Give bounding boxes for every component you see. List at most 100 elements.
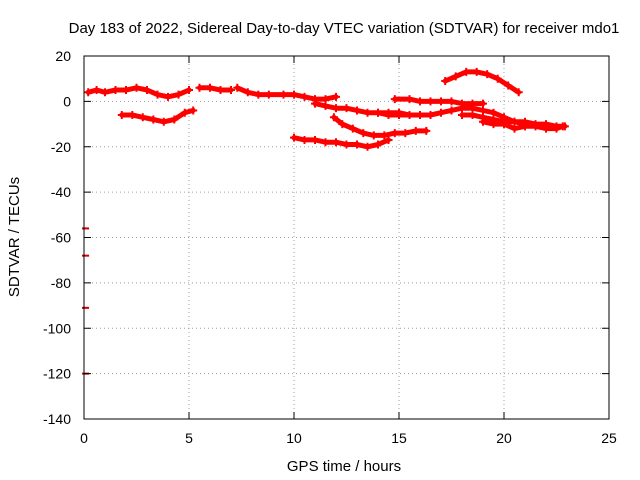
data-point [489, 108, 498, 117]
tick-labels: 0 5 10 15 20 25 20 0 -20 -40 -60 -80 -100 -120 -140 [43, 48, 617, 446]
data-arc-arc-9 [374, 104, 529, 129]
data-point [111, 86, 120, 95]
data-point [153, 90, 162, 99]
data-point [189, 106, 198, 115]
data-point [363, 108, 372, 117]
data-point [359, 129, 368, 138]
data-point [441, 76, 450, 85]
data-point [510, 124, 519, 133]
data-point [380, 131, 389, 140]
data-point [472, 67, 481, 76]
data-arc-arc-6 [290, 133, 393, 151]
data-point [353, 140, 361, 149]
data-point [426, 110, 435, 119]
data-point [300, 92, 309, 101]
data-point [479, 117, 487, 126]
data-point [416, 110, 424, 119]
data-point [468, 104, 477, 113]
data-point [437, 97, 445, 106]
x-tick-label: 5 [185, 430, 193, 446]
arc-trail [197, 85, 234, 93]
data-point [405, 110, 414, 119]
data-point [510, 117, 519, 126]
data-point [321, 101, 330, 110]
arc-trail [234, 85, 339, 102]
y-tick-label: -60 [51, 230, 71, 246]
arc-trail [291, 135, 391, 150]
data-point [122, 86, 130, 95]
data-point [363, 142, 372, 151]
data-point [332, 92, 340, 101]
x-tick-label: 20 [496, 430, 512, 446]
data-point [185, 86, 193, 95]
data-arc-arc-2 [195, 83, 235, 95]
axis-ticks [83, 55, 610, 420]
data-arc-arc-4 [117, 106, 198, 126]
x-axis-label: GPS time / hours [287, 458, 401, 475]
data-point [92, 86, 101, 95]
data-point [342, 104, 351, 113]
data-point [332, 104, 340, 113]
data-point [290, 90, 298, 99]
data-point [279, 90, 288, 99]
data-point [174, 90, 183, 99]
data-point [170, 115, 179, 124]
chart-title: Day 183 of 2022, Sidereal Day-to-day VTE… [69, 20, 620, 37]
data-point [254, 90, 263, 99]
x-tick-label: 25 [601, 430, 617, 446]
data-point [479, 99, 487, 108]
data-point [143, 86, 151, 95]
data-point [458, 104, 466, 113]
data-point [180, 108, 189, 117]
data-point [353, 106, 361, 115]
data-point [390, 95, 399, 104]
data-point [149, 115, 158, 124]
x-tick-label: 0 [80, 430, 88, 446]
x-tick-label: 15 [391, 430, 407, 446]
data-point [552, 124, 561, 133]
data-point [321, 95, 330, 104]
y-tick-label: -80 [51, 275, 71, 291]
data-point [338, 120, 347, 129]
data-point [374, 140, 382, 149]
data-arc-arc-8 [390, 95, 487, 108]
data-point [332, 138, 340, 147]
data-point [348, 124, 357, 133]
outlier-points [82, 227, 90, 375]
data-point [521, 122, 529, 131]
data-point [374, 108, 382, 117]
data-point [411, 126, 420, 135]
data-point [264, 90, 273, 99]
y-tick-label: 0 [63, 93, 71, 109]
data-point [195, 83, 204, 92]
y-tick-label: -140 [43, 411, 71, 427]
data-point [384, 108, 393, 117]
data-point [132, 83, 141, 92]
y-tick-label: -40 [51, 184, 71, 200]
data-point [290, 133, 298, 142]
data-point [422, 126, 431, 135]
data-point [504, 81, 513, 90]
arc-trail [331, 114, 429, 138]
data-point [558, 122, 567, 131]
data-point [542, 124, 550, 133]
data-point [390, 129, 399, 138]
data-point [233, 83, 242, 92]
data-point [216, 86, 225, 95]
data-point [117, 110, 126, 119]
data-point [500, 120, 508, 129]
data-arc-arc-12 [479, 117, 567, 133]
y-tick-label: -120 [43, 366, 71, 382]
data-arc-arc-1 [84, 83, 193, 101]
data-point [84, 88, 93, 97]
y-tick-label: -20 [51, 139, 71, 155]
data-point [468, 110, 477, 119]
data-point [458, 110, 466, 119]
data-point [451, 72, 460, 81]
data-point [447, 106, 456, 115]
data-point [395, 108, 403, 117]
data-point [138, 113, 147, 122]
data-point [321, 138, 330, 147]
data-point [479, 106, 487, 115]
